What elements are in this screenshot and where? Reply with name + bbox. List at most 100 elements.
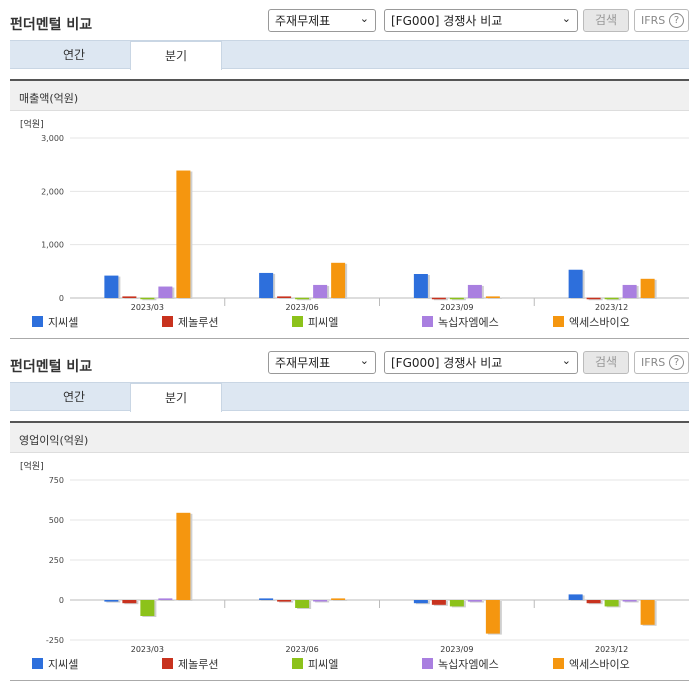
select-value: [FG000] 경쟁사 비교 — [391, 356, 503, 370]
y-tick-label: 0 — [59, 596, 64, 605]
select-value: [FG000] 경쟁사 비교 — [391, 14, 503, 28]
legend-item[interactable]: 피씨엘 — [292, 315, 338, 331]
legend-item[interactable]: 지씨셀 — [32, 657, 78, 673]
bar — [467, 284, 482, 298]
chevron-down-icon: ⌄ — [561, 354, 571, 367]
bar — [622, 600, 637, 602]
bar-shadow — [160, 599, 175, 601]
bar-shadow — [279, 601, 294, 603]
fundamental-panel-1: 펀더멘털 비교 주재무제표 ⌄ [FG000] 경쟁사 비교 ⌄ 검색 IFRS… — [0, 0, 696, 341]
x-tick-label: 2023/06 — [286, 645, 319, 654]
legend-swatch — [553, 316, 564, 327]
legend-label: 엑세스바이오 — [569, 316, 630, 329]
peer-group-select[interactable]: [FG000] 경쟁사 비교 ⌄ — [384, 351, 578, 374]
bar — [586, 600, 601, 604]
financial-statement-select[interactable]: 주재무제표 ⌄ — [268, 9, 376, 32]
bar — [568, 269, 583, 298]
legend-item[interactable]: 피씨엘 — [292, 657, 338, 673]
search-button[interactable]: 검색 — [583, 351, 629, 374]
bar-shadow — [469, 601, 484, 603]
legend-label: 피씨엘 — [308, 316, 339, 329]
operating-income-chart: [억원] -250 0 250 500 750 2023/03 2023/06 2023/09 2… — [20, 460, 689, 654]
chart-title: 영업이익(억원) — [19, 434, 89, 447]
bar-shadow — [624, 601, 639, 603]
bar — [176, 170, 191, 298]
chart-title: 매출액(억원) — [19, 92, 79, 105]
chart-legend: 지씨셀 제놀루션 피씨엘 녹십자엠에스 엑세스바이오 — [10, 315, 689, 333]
bar — [431, 297, 446, 300]
bar — [586, 297, 601, 300]
legend-item[interactable]: 제놀루션 — [162, 657, 218, 673]
ifrs-label: IFRS — [641, 356, 666, 369]
legend-swatch — [422, 316, 433, 327]
bar-shadow — [279, 297, 294, 299]
legend-label: 엑세스바이오 — [569, 658, 630, 671]
bar — [331, 262, 346, 298]
ifrs-help-button[interactable]: IFRS ? — [634, 9, 689, 32]
bar — [467, 600, 482, 602]
legend-label: 녹십자엠에스 — [438, 316, 499, 329]
select-value: 주재무제표 — [275, 14, 331, 28]
ifrs-help-button[interactable]: IFRS ? — [634, 351, 689, 374]
tab-annual[interactable]: 연간 — [62, 390, 86, 404]
bar — [277, 296, 292, 298]
x-tick-label: 2023/09 — [440, 303, 473, 312]
legend-item[interactable]: 녹십자엠에스 — [422, 657, 499, 673]
bar — [449, 600, 464, 607]
legend-swatch — [422, 658, 433, 669]
bar — [622, 284, 637, 298]
x-tick-label: 2023/06 — [286, 303, 319, 312]
bar — [313, 284, 328, 298]
bar — [331, 598, 346, 600]
y-tick-label: 250 — [49, 556, 64, 565]
select-value: 주재무제표 — [275, 356, 331, 370]
legend-item[interactable]: 녹십자엠에스 — [422, 315, 499, 331]
tab-quarterly[interactable]: 분기 — [130, 383, 222, 412]
search-button[interactable]: 검색 — [583, 9, 629, 32]
bar-shadow — [106, 601, 121, 603]
help-icon: ? — [669, 355, 684, 370]
x-tick-label: 2023/03 — [131, 645, 164, 654]
legend-swatch — [553, 658, 564, 669]
legend-item[interactable]: 제놀루션 — [162, 315, 218, 331]
legend-swatch — [162, 658, 173, 669]
period-tabs: 연간 분기 — [10, 40, 689, 70]
chart-legend: 지씨셀 제놀루션 피씨엘 녹십자엠에스 엑세스바이오 — [10, 657, 689, 675]
panel-title: 펀더멘털 비교 — [10, 17, 93, 33]
peer-group-select[interactable]: [FG000] 경쟁사 비교 ⌄ — [384, 9, 578, 32]
tab-annual[interactable]: 연간 — [62, 48, 86, 62]
bar — [449, 297, 464, 300]
bar — [485, 296, 500, 298]
bar-shadow — [487, 297, 502, 299]
legend-item[interactable]: 엑세스바이오 — [553, 315, 630, 331]
bar — [295, 297, 310, 300]
legend-item[interactable]: 엑세스바이오 — [553, 657, 630, 673]
help-icon: ? — [669, 13, 684, 28]
panel-header: 펀더멘털 비교 주재무제표 ⌄ [FG000] 경쟁사 비교 ⌄ 검색 IFRS… — [0, 0, 696, 40]
bar-shadow — [261, 599, 276, 601]
legend-item[interactable]: 지씨셀 — [32, 315, 78, 331]
tab-quarterly[interactable]: 분기 — [130, 41, 222, 70]
y-tick-label: 2,000 — [41, 187, 64, 196]
bar — [176, 512, 191, 600]
legend-swatch — [32, 658, 43, 669]
legend-label: 제놀루션 — [178, 658, 219, 671]
legend-label: 지씨셀 — [48, 658, 79, 671]
chart-header: 매출액(억원) — [10, 81, 689, 111]
panel-title: 펀더멘털 비교 — [10, 359, 93, 375]
bar — [640, 278, 655, 298]
bar — [158, 598, 173, 600]
bar — [277, 600, 292, 602]
bar — [140, 297, 155, 300]
financial-statement-select[interactable]: 주재무제표 ⌄ — [268, 351, 376, 374]
bar — [122, 600, 137, 604]
divider — [10, 680, 689, 681]
x-tick-label: 2023/12 — [595, 645, 628, 654]
chart-area: 매출액(억원) [억원] 0 1,000 2,000 3,000 2023/03 2023/… — [10, 79, 689, 341]
chevron-down-icon: ⌄ — [359, 354, 369, 367]
bar — [259, 598, 274, 600]
legend-swatch — [162, 316, 173, 327]
bar-shadow — [124, 297, 139, 299]
bar — [413, 600, 428, 604]
chevron-down-icon: ⌄ — [359, 12, 369, 25]
